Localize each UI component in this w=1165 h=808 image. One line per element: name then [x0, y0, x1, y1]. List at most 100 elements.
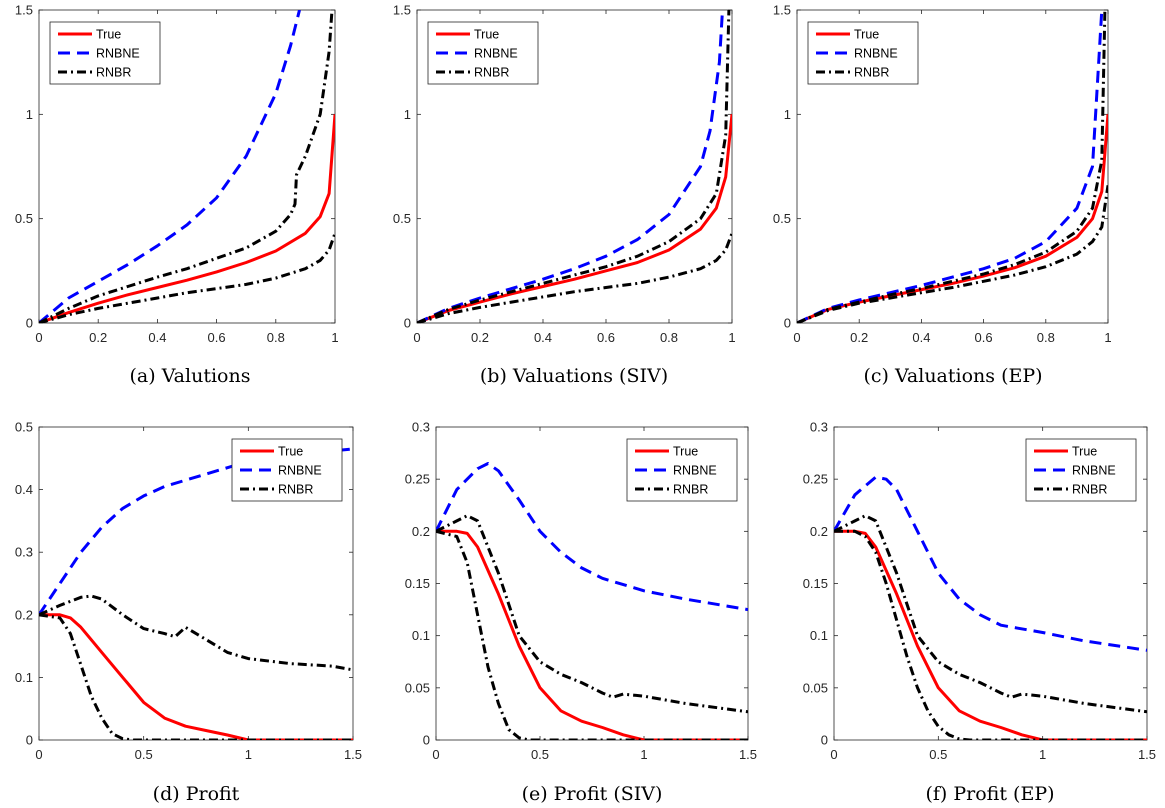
x-tick-label: 0.4 — [148, 330, 166, 345]
x-tick-label: 0.4 — [534, 330, 552, 345]
series-line-rnbr — [834, 529, 1147, 740]
x-tick-label: 1 — [1104, 330, 1111, 345]
plot-box — [416, 9, 733, 324]
x-tick-label: 0 — [35, 747, 42, 762]
legend-label: RNBR — [854, 66, 889, 80]
plot-box — [796, 9, 1109, 324]
y-tick-label: 0.5 — [393, 211, 411, 226]
legend: True RNBNE RNBR — [49, 21, 161, 85]
y-tick-label: 0.3 — [412, 420, 430, 435]
x-tick-label: 0.8 — [1037, 330, 1055, 345]
series-line-rnbne — [39, 10, 301, 323]
legend-label: RNBNE — [474, 47, 518, 61]
legend: True RNBNE RNBR — [1025, 438, 1137, 502]
x-tick-label: 0.8 — [267, 330, 285, 345]
y-tick-label: 1 — [404, 107, 411, 122]
y-tick-label: 1.5 — [393, 3, 411, 18]
panel-2: 0 0.2 0.4 0.6 0.8 1 0 0.5 1 1.5 True RNBNE RNBR (b) V… — [393, 3, 736, 388]
x-tick-label: 0.5 — [135, 747, 153, 762]
series-line-true — [834, 529, 1147, 740]
panel-caption: (b) Valuations (SIV) — [480, 365, 668, 387]
legend-label: RNBNE — [673, 464, 717, 478]
series-line-rnbne — [834, 475, 1147, 652]
panel-4: 0 0.5 1 1.5 0 0.1 0.2 0.3 0.4 0.5 True RNBNE RNBR (d)… — [15, 420, 362, 806]
panel-caption: (c) Valuations (EP) — [863, 365, 1042, 387]
x-tick-label: 1 — [728, 330, 735, 345]
legend-label: RNBR — [474, 66, 509, 80]
x-tick-label: 0.4 — [912, 330, 930, 345]
y-tick-label: 0.4 — [15, 482, 33, 497]
y-tick-label: 0 — [423, 733, 430, 748]
legend-label: RNBNE — [278, 464, 322, 478]
y-tick-label: 0.05 — [803, 680, 828, 695]
series-line-rnbr — [39, 10, 334, 323]
y-tick-label: 0.5 — [773, 211, 791, 226]
y-tick-label: 0.05 — [405, 680, 430, 695]
legend-label: True — [1072, 445, 1097, 459]
y-tick-label: 0.25 — [803, 472, 828, 487]
y-tick-label: 0 — [26, 316, 33, 331]
panel-caption: (d) Profit — [153, 783, 240, 805]
series-line-rnbr — [436, 514, 748, 714]
legend-label: True — [278, 445, 303, 459]
legend-label: RNBR — [1072, 483, 1107, 497]
y-tick-label: 0.3 — [15, 545, 33, 560]
series-group — [436, 462, 748, 740]
series-line-rnbr — [39, 232, 335, 323]
x-tick-label: 1 — [640, 747, 647, 762]
legend-label: True — [96, 28, 121, 42]
plot-box — [38, 9, 336, 324]
y-tick-label: 0.2 — [810, 524, 828, 539]
y-tick-label: 0 — [404, 316, 411, 331]
legend-label: RNBR — [96, 66, 131, 80]
y-tick-label: 0 — [784, 316, 791, 331]
x-tick-label: 0.6 — [975, 330, 993, 345]
panel-5: 0 0.5 1 1.5 0 0.05 0.1 0.15 0.2 0.25 0.3 True RNBNE R… — [405, 420, 757, 806]
x-tick-label: 1 — [245, 747, 252, 762]
y-tick-label: 0.15 — [803, 576, 828, 591]
x-tick-label: 0.5 — [531, 747, 549, 762]
panel-caption: (a) Valutions — [130, 365, 251, 387]
legend-box — [231, 438, 343, 502]
x-tick-label: 1.5 — [739, 747, 757, 762]
legend: True RNBNE RNBR — [626, 438, 738, 502]
series-group — [39, 10, 335, 323]
series-line-true — [39, 114, 335, 323]
x-tick-label: 0.8 — [660, 330, 678, 345]
x-tick-label: 0.5 — [929, 747, 947, 762]
legend-label: RNBNE — [1072, 464, 1116, 478]
legend: True RNBNE RNBR — [427, 21, 539, 85]
series-line-true — [417, 114, 732, 323]
legend-label: RNBNE — [96, 47, 140, 61]
x-tick-label: 0.2 — [89, 330, 107, 345]
series-line-rnbne — [417, 10, 724, 323]
series-line-rnbr — [797, 185, 1108, 323]
legend-label: True — [474, 28, 499, 42]
x-tick-label: 0.6 — [208, 330, 226, 345]
y-tick-label: 0.5 — [15, 211, 33, 226]
y-tick-label: 0.1 — [412, 628, 430, 643]
y-tick-label: 0.25 — [405, 472, 430, 487]
legend-label: True — [854, 28, 879, 42]
series-line-rnbr — [417, 232, 732, 323]
x-tick-label: 0.6 — [597, 330, 615, 345]
panel-1: 0 0.2 0.4 0.6 0.8 1 0 0.5 1 1.5 True RNBNE RNBR (a) V… — [15, 3, 339, 388]
series-line-rnbr — [436, 529, 748, 740]
x-tick-label: 1 — [1039, 747, 1046, 762]
y-tick-label: 0 — [26, 733, 33, 748]
series-group — [834, 475, 1147, 740]
y-tick-label: 1.5 — [773, 3, 791, 18]
y-tick-label: 0.2 — [412, 524, 430, 539]
panel-3: 0 0.2 0.4 0.6 0.8 1 0 0.5 1 1.5 True RNBNE RNBR (c) V… — [773, 3, 1112, 388]
legend-label: RNBR — [278, 483, 313, 497]
panel-caption: (e) Profit (SIV) — [522, 783, 663, 805]
y-tick-label: 0.5 — [15, 420, 33, 435]
x-tick-label: 0 — [35, 330, 42, 345]
x-tick-label: 1.5 — [1138, 747, 1156, 762]
panel-6: 0 0.5 1 1.5 0 0.05 0.1 0.15 0.2 0.25 0.3 True RNBNE R… — [803, 420, 1156, 806]
series-group — [797, 10, 1108, 323]
series-line-rnbr — [39, 613, 353, 740]
x-tick-label: 0 — [830, 747, 837, 762]
series-line-true — [39, 613, 353, 740]
